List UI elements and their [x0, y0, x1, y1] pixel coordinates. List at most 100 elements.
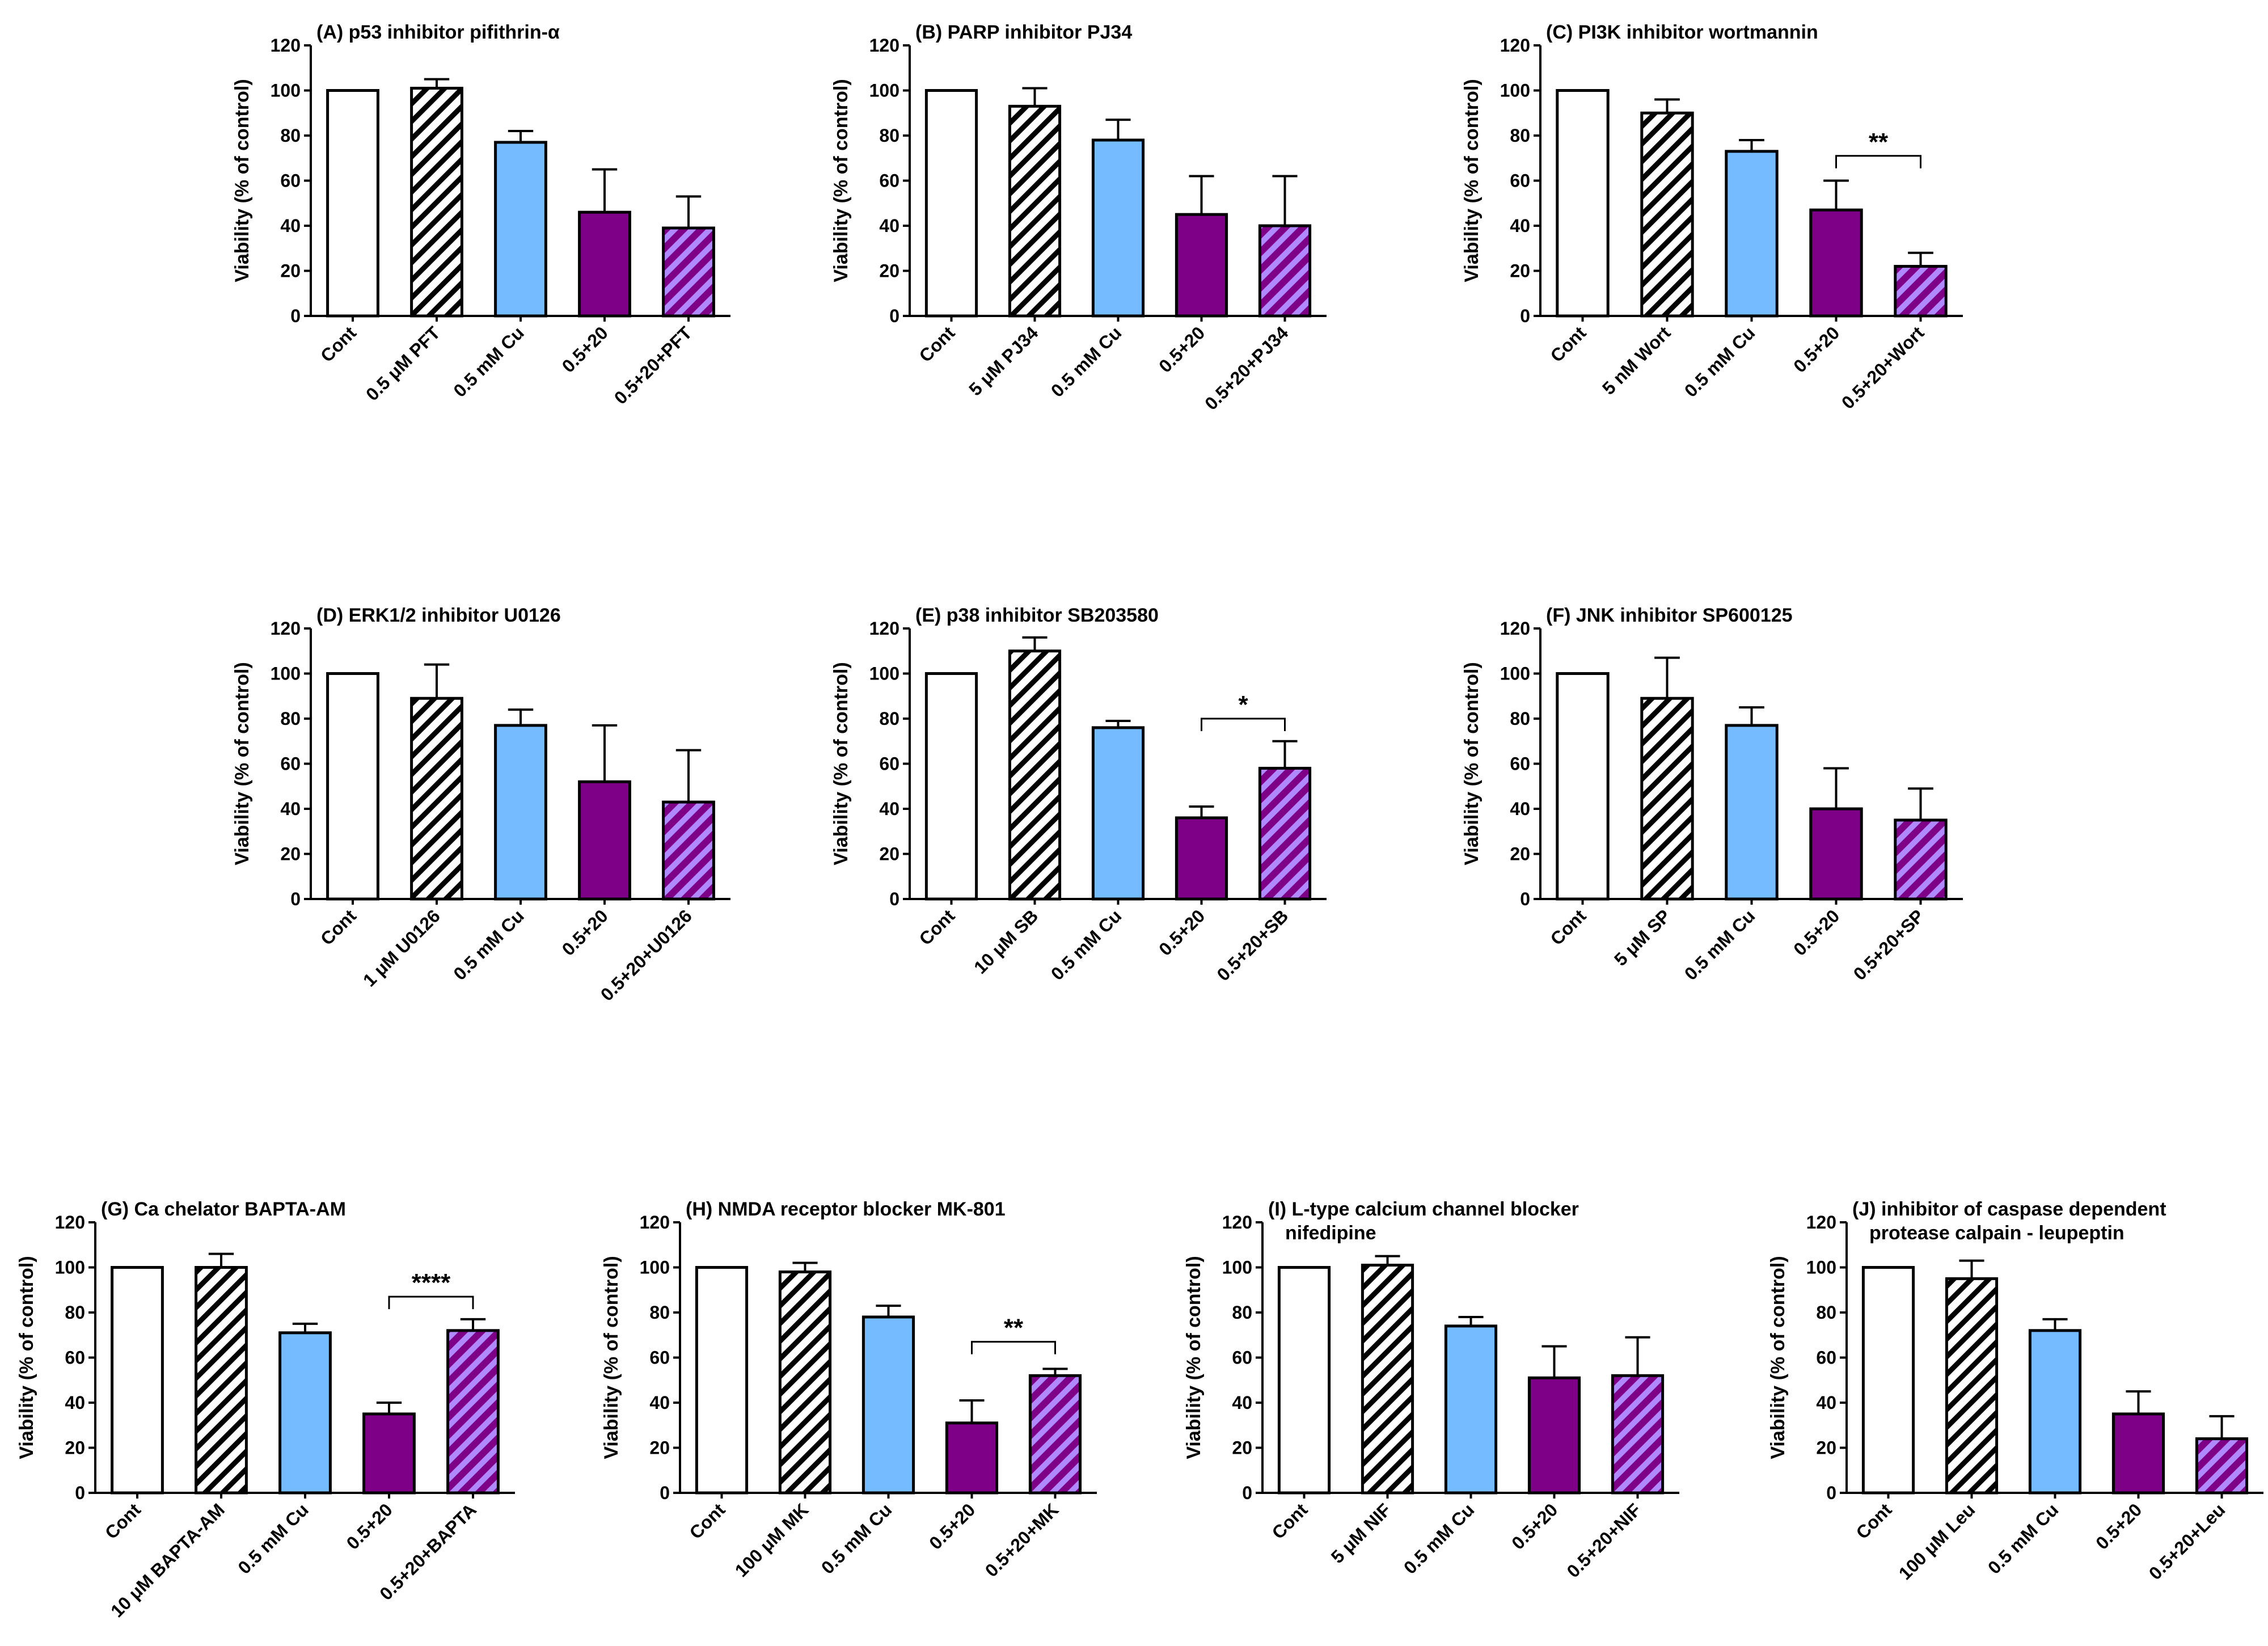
y-tick-label: 100	[1500, 664, 1530, 684]
chart-panel-b: (B) PARP inhibitor PJ34 Viability (% of c…	[830, 22, 1327, 414]
y-axis-label: Viability (% of control)	[1183, 1256, 1205, 1459]
bar-1[interactable]	[695, 1266, 749, 1495]
y-tick-label: 0	[889, 889, 899, 909]
panel-title: (I) L-type calcium channel blocker	[1268, 1198, 1579, 1220]
bar-5[interactable]	[662, 226, 715, 318]
bar-4[interactable]	[945, 1421, 999, 1495]
x-tick-label: 0.5+20	[558, 322, 612, 376]
y-tick-label: 120	[271, 618, 301, 639]
bar-3[interactable]	[1725, 724, 1779, 901]
bar-3[interactable]	[494, 141, 547, 318]
y-tick-label: 40	[879, 216, 899, 236]
significance-label: **	[1869, 128, 1889, 156]
chart-panel-e: (E) p38 inhibitor SB203580 Viability (% o…	[830, 605, 1327, 985]
bar-1[interactable]	[1277, 1266, 1331, 1495]
y-tick-label: 40	[1510, 216, 1530, 236]
bar-4[interactable]	[1527, 1376, 1581, 1495]
bar-5[interactable]	[2195, 1437, 2249, 1495]
bar-2[interactable]	[410, 87, 463, 318]
bar-3[interactable]	[1725, 150, 1779, 318]
significance-label: *	[1238, 691, 1248, 719]
x-tick-label: Cont	[101, 1499, 145, 1543]
bar-2[interactable]	[1640, 697, 1694, 901]
bar-5[interactable]	[446, 1329, 500, 1495]
x-tick-label: 0.5 mM Cu	[1047, 905, 1126, 984]
bar-4[interactable]	[1809, 208, 1863, 318]
bar-5[interactable]	[1894, 818, 1948, 901]
x-tick-label: 0.5 mM Cu	[1680, 322, 1759, 401]
y-tick-label: 20	[879, 261, 899, 281]
x-tick-label: 0.5 mM Cu	[1984, 1499, 2063, 1578]
y-tick-label: 120	[1806, 1212, 1836, 1233]
x-tick-label: 0.5+20	[1789, 905, 1843, 959]
y-tick-label: 0	[75, 1483, 85, 1503]
y-tick-label: 20	[879, 844, 899, 864]
bar-1[interactable]	[924, 89, 978, 318]
bar-4[interactable]	[2111, 1412, 2165, 1495]
panel-title: (G) Ca chelator BAPTA-AM	[101, 1198, 346, 1220]
bar-1[interactable]	[326, 89, 379, 318]
y-tick-label: 0	[660, 1483, 670, 1503]
bar-2[interactable]	[1640, 111, 1694, 318]
x-tick-label: 0.5 mM Cu	[449, 322, 528, 401]
panel-title: (C) PI3K inhibitor wortmannin	[1546, 22, 1818, 43]
y-tick-label: 120	[640, 1212, 670, 1233]
bar-3[interactable]	[861, 1315, 915, 1495]
bar-2[interactable]	[1008, 104, 1062, 318]
bar-4[interactable]	[578, 210, 631, 318]
bar-3[interactable]	[1444, 1324, 1498, 1495]
x-tick-label: 1 μM U0126	[359, 905, 444, 990]
y-tick-label: 60	[1232, 1348, 1252, 1368]
x-tick-label: Cont	[1268, 1499, 1311, 1543]
bar-1[interactable]	[924, 672, 978, 901]
bar-5[interactable]	[1611, 1374, 1665, 1495]
x-tick-label: 0.5+20	[1507, 1499, 1561, 1553]
bar-2[interactable]	[410, 697, 463, 901]
bar-3[interactable]	[494, 724, 547, 901]
bar-3[interactable]	[1091, 726, 1145, 901]
bar-4[interactable]	[578, 780, 631, 901]
bar-2[interactable]	[1361, 1264, 1414, 1495]
bar-2[interactable]	[1945, 1277, 1999, 1495]
bar-5[interactable]	[1258, 224, 1312, 318]
bar-5[interactable]	[662, 800, 715, 901]
y-tick-label: 20	[1816, 1438, 1836, 1458]
bar-5[interactable]	[1258, 766, 1312, 901]
bar-3[interactable]	[1091, 138, 1145, 318]
y-axis-label: Viability (% of control)	[1461, 79, 1483, 282]
y-tick-label: 100	[640, 1257, 670, 1278]
x-tick-label: 0.5+20+Wort	[1838, 322, 1928, 413]
x-tick-label: Cont	[316, 905, 360, 949]
bar-2[interactable]	[1008, 649, 1062, 901]
bar-5[interactable]	[1894, 265, 1948, 318]
y-tick-label: 60	[1510, 171, 1530, 191]
bar-4[interactable]	[362, 1412, 416, 1495]
bar-1[interactable]	[326, 672, 379, 901]
y-tick-label: 0	[1826, 1483, 1836, 1503]
x-tick-label: 0.5+20+MK	[981, 1499, 1063, 1581]
panel-title: (B) PARP inhibitor PJ34	[915, 22, 1132, 43]
bar-4[interactable]	[1175, 213, 1228, 318]
x-tick-label: 0.5+20+SB	[1213, 905, 1293, 985]
significance-label: **	[1004, 1314, 1024, 1342]
y-tick-label: 80	[280, 125, 301, 146]
x-tick-label: Cont	[1546, 322, 1590, 366]
bar-4[interactable]	[1809, 807, 1863, 901]
y-tick-label: 120	[1222, 1212, 1252, 1233]
bar-5[interactable]	[1028, 1374, 1082, 1495]
bar-3[interactable]	[2028, 1329, 2082, 1495]
bar-2[interactable]	[195, 1266, 248, 1495]
panel-title: (A) p53 inhibitor pifithrin-α	[316, 22, 560, 43]
bar-1[interactable]	[1556, 672, 1610, 901]
bar-3[interactable]	[278, 1331, 332, 1495]
y-axis-label: Viability (% of control)	[830, 79, 852, 282]
bar-1[interactable]	[1861, 1266, 1915, 1495]
bar-2[interactable]	[778, 1270, 832, 1495]
y-tick-label: 0	[1520, 889, 1530, 909]
x-tick-label: 0.5 mM Cu	[234, 1499, 312, 1578]
bar-4[interactable]	[1175, 816, 1228, 901]
significance-bracket	[971, 1341, 1056, 1354]
bar-1[interactable]	[1556, 89, 1610, 318]
bar-1[interactable]	[111, 1266, 164, 1495]
